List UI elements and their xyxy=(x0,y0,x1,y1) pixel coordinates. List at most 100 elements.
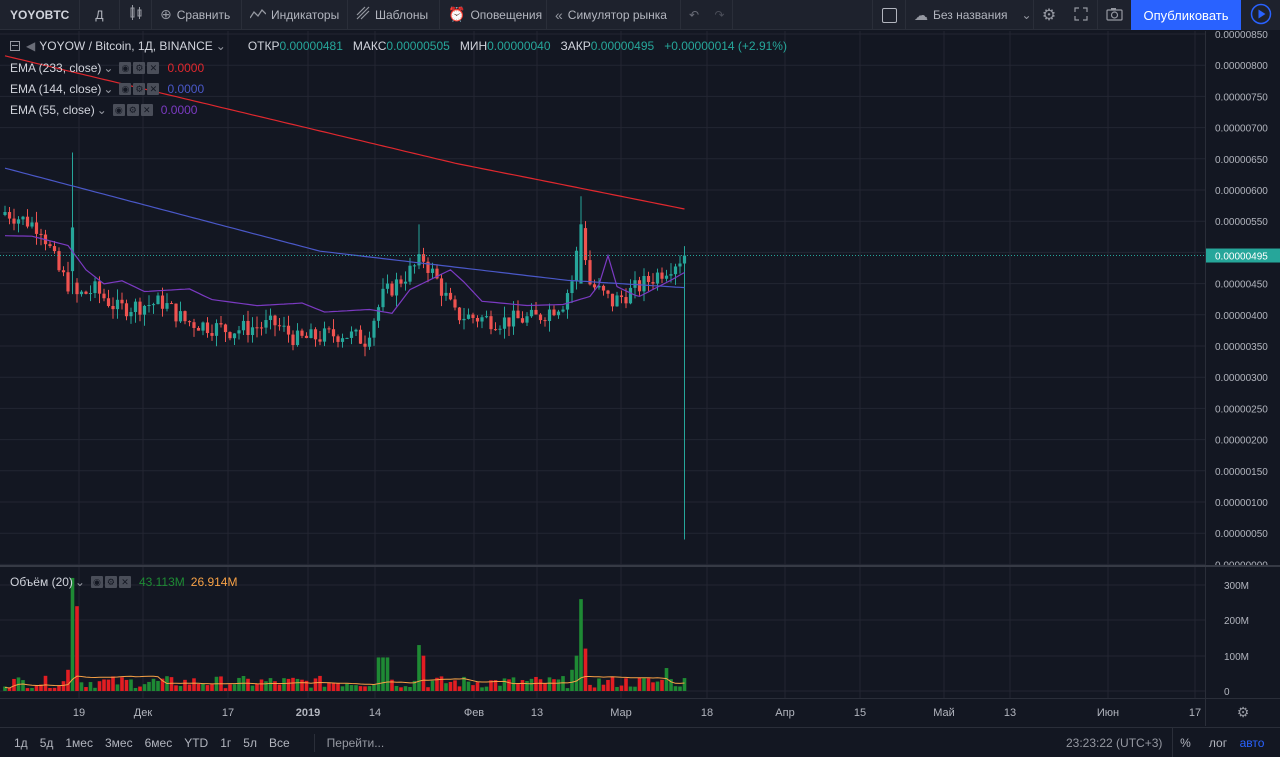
indicators-button[interactable]: Индикаторы xyxy=(242,0,348,30)
price-scale[interactable]: 0.00000850 0.00000800 0.00000750 0.00000700… xyxy=(1205,30,1280,571)
visibility-icon[interactable]: ◉ xyxy=(90,576,103,588)
redo-button[interactable]: ↷ xyxy=(707,0,733,30)
time-tick-label: 15 xyxy=(854,707,866,719)
indicator-name[interactable]: EMA (233, close) xyxy=(10,61,102,75)
candle-body xyxy=(543,320,547,322)
percent-scale-button[interactable]: % xyxy=(1172,728,1198,757)
close-icon[interactable]: ✕ xyxy=(147,83,160,95)
chart-style-button[interactable] xyxy=(120,0,152,30)
templates-button[interactable]: Шаблоны xyxy=(348,0,440,30)
chevron-down-icon[interactable]: ⌄ xyxy=(96,103,107,117)
time-tick-label: 17 xyxy=(1189,707,1201,719)
chevron-down-icon[interactable]: ⌄ xyxy=(215,39,226,53)
candle-body xyxy=(61,270,66,273)
gear-icon[interactable]: ⚙ xyxy=(104,576,117,588)
visibility-icon[interactable]: ◉ xyxy=(119,83,132,95)
play-button[interactable] xyxy=(1241,0,1280,30)
auto-scale-button[interactable]: авто xyxy=(1239,736,1265,750)
chevron-down-icon[interactable]: ⌄ xyxy=(74,575,85,589)
close-icon[interactable]: ✕ xyxy=(147,62,160,74)
candle-body xyxy=(70,227,75,272)
scale-settings-button[interactable]: ⚙ xyxy=(1205,698,1280,726)
price-tick-label: 0.00000350 xyxy=(1215,342,1268,353)
candle-body xyxy=(39,233,43,235)
volume-bar xyxy=(588,684,592,691)
indicator-name[interactable]: EMA (55, close) xyxy=(10,103,95,117)
candle-body xyxy=(408,265,412,282)
range-button[interactable]: 3мес xyxy=(104,735,133,750)
candle-body xyxy=(552,309,556,316)
goto-date-button[interactable]: Перейти... xyxy=(313,733,384,752)
gear-icon[interactable]: ⚙ xyxy=(133,83,146,95)
time-axis[interactable]: 19 Дек 17 2019 14 Фев 13 Мар 18 Апр 15 Май 13 Июн 17 xyxy=(0,698,1205,726)
main-price-pane[interactable] xyxy=(0,31,1205,565)
compare-button[interactable]: ⊕ Сравнить xyxy=(152,0,242,30)
range-button[interactable]: 1г xyxy=(220,735,232,750)
clock[interactable]: 23:23:22 (UTC+3) xyxy=(1066,736,1163,750)
range-button[interactable]: 5д xyxy=(39,735,54,750)
chevron-down-icon[interactable]: ⌄ xyxy=(103,82,114,96)
volume-legend[interactable]: Объём (20) ⌄ ◉ ⚙ ✕ 43.113M 26.914M xyxy=(10,575,237,589)
volume-bar xyxy=(25,688,30,691)
indicator-legend-ema55[interactable]: EMA (55, close) ⌄ ◉ ⚙ ✕ 0.0000 xyxy=(10,103,197,117)
volume-bar xyxy=(39,684,43,691)
candle-body xyxy=(682,255,687,264)
range-button[interactable]: Все xyxy=(268,735,290,750)
plus-circle-icon: ⊕ xyxy=(160,6,172,22)
candle-body xyxy=(475,317,480,322)
time-tick-label: 14 xyxy=(369,707,381,719)
volume-scale[interactable]: 300M 200M 100M 0 xyxy=(1205,567,1280,698)
candle-body xyxy=(34,222,39,234)
price-chart[interactable] xyxy=(0,31,1205,565)
volume-bar xyxy=(300,679,304,691)
fullscreen-button[interactable] xyxy=(1064,0,1098,30)
volume-indicator-name[interactable]: Объём (20) xyxy=(10,575,73,589)
range-button[interactable]: 6мес xyxy=(144,735,173,750)
visibility-icon[interactable]: ◉ xyxy=(119,62,132,74)
pane-separator[interactable] xyxy=(0,565,1280,567)
interval-button[interactable]: Д xyxy=(80,0,120,30)
candle-body xyxy=(534,309,538,315)
volume-chart[interactable] xyxy=(0,567,1205,698)
volume-tick-label: 300M xyxy=(1224,581,1249,592)
chevron-down-icon[interactable]: ⌄ xyxy=(103,61,114,75)
symbol-search-button[interactable]: YOYOBTC xyxy=(0,0,80,30)
volume-bar xyxy=(205,685,210,691)
close-icon[interactable]: ✕ xyxy=(140,104,153,116)
candle-body xyxy=(304,335,309,338)
time-tick-label: 19 xyxy=(73,707,85,719)
volume-ma-value: 26.914M xyxy=(190,575,238,589)
candle-body xyxy=(628,287,633,304)
volume-tick-label: 200M xyxy=(1224,616,1249,627)
indicator-name[interactable]: EMA (144, close) xyxy=(10,82,102,96)
layout-name-button[interactable]: ☁ Без названия ⌄ xyxy=(906,0,1034,30)
indicator-legend-ema144[interactable]: EMA (144, close) ⌄ ◉ ⚙ ✕ 0.0000 xyxy=(10,82,204,96)
gear-icon[interactable]: ⚙ xyxy=(126,104,139,116)
volume-pane[interactable] xyxy=(0,567,1205,698)
visibility-icon[interactable]: ◉ xyxy=(112,104,125,116)
candle-body xyxy=(493,329,498,331)
fullscreen-square-button[interactable] xyxy=(872,0,906,30)
candle-body xyxy=(444,292,448,296)
gear-icon[interactable]: ⚙ xyxy=(133,62,146,74)
indicator-legend-ema233[interactable]: EMA (233, close) ⌄ ◉ ⚙ ✕ 0.0000 xyxy=(10,61,204,75)
volume-bar xyxy=(111,676,115,691)
log-scale-button[interactable]: лог xyxy=(1208,736,1228,750)
range-button[interactable]: 5л xyxy=(243,735,257,750)
collapse-legend-icon[interactable] xyxy=(10,41,20,51)
range-button[interactable]: YTD xyxy=(184,735,209,750)
volume-tick-label: 100M xyxy=(1224,652,1249,663)
settings-button[interactable]: ⚙ xyxy=(1034,0,1064,30)
layout-name-label: Без названия xyxy=(933,8,1008,22)
undo-button[interactable]: ↶ xyxy=(681,0,707,30)
candle-body xyxy=(250,327,255,336)
publish-button[interactable]: Опубликовать xyxy=(1131,0,1241,30)
close-icon[interactable]: ✕ xyxy=(118,576,131,588)
symbol-title[interactable]: YOYOW / Bitcoin, 1Д, BINANCE xyxy=(39,39,213,53)
snapshot-button[interactable] xyxy=(1098,0,1131,30)
alerts-button[interactable]: ⏰ Оповещения xyxy=(440,0,547,30)
range-button[interactable]: 1мес xyxy=(65,735,93,750)
range-button[interactable]: 1д xyxy=(14,735,28,750)
volume-bar xyxy=(138,686,142,691)
replay-button[interactable]: « Симулятор рынка xyxy=(547,0,681,30)
